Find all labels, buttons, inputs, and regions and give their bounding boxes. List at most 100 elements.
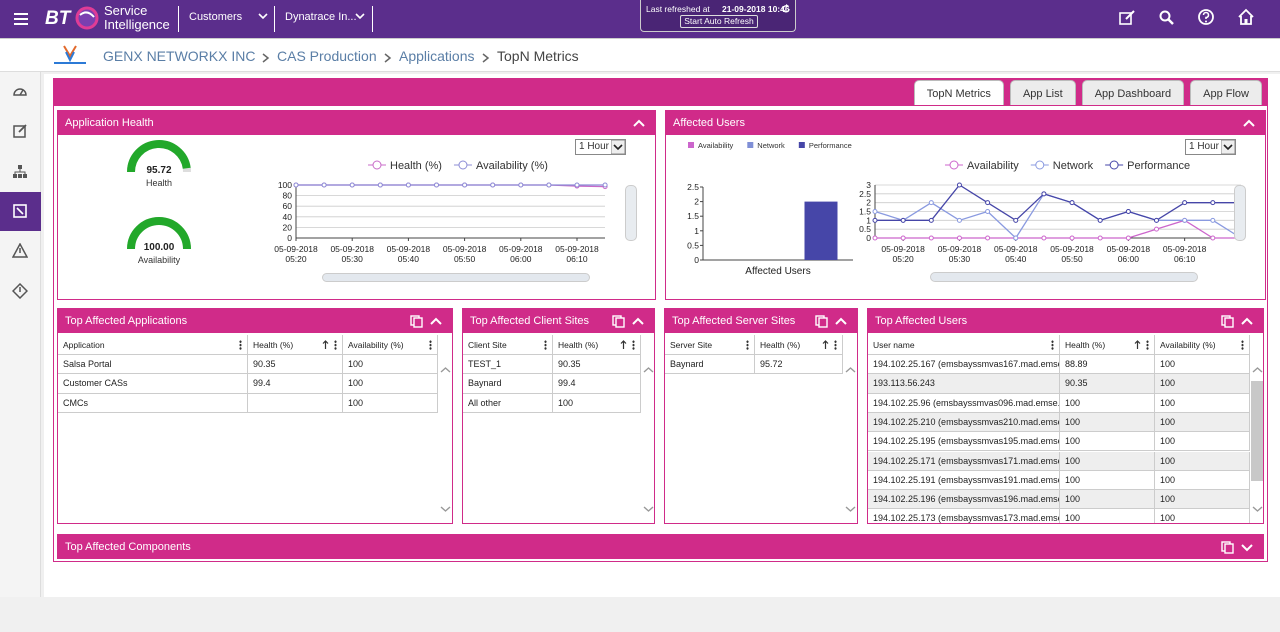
column-header[interactable]: Client Site — [463, 335, 553, 355]
scrollbar[interactable] — [641, 355, 654, 523]
column-menu[interactable] — [544, 340, 547, 350]
scroll-arrows[interactable] — [843, 355, 858, 523]
chart-scroller[interactable] — [625, 185, 637, 241]
topology-icon[interactable] — [12, 163, 28, 179]
copy-icon — [818, 317, 828, 328]
x-tick-label: 05-09-2018 06:10 — [1162, 244, 1207, 264]
tab[interactable]: App Flow — [1190, 80, 1262, 105]
table-cell: 100 — [553, 393, 641, 413]
chevron — [482, 53, 490, 63]
column-menu[interactable] — [746, 340, 749, 350]
column-header[interactable]: User name — [868, 335, 1060, 355]
copy-icon — [413, 317, 423, 328]
product-name: Service — [104, 3, 148, 18]
scrollbar[interactable] — [843, 355, 857, 523]
panel-icons[interactable] — [815, 315, 849, 328]
column-title: Health (%) — [558, 340, 599, 350]
column-menu[interactable] — [632, 340, 635, 350]
breadcrumb-bar — [0, 38, 1280, 72]
column-header[interactable]: Server Site — [665, 335, 755, 355]
panel-title: Top Affected Components — [58, 535, 1263, 558]
breadcrumb-item[interactable]: GENX NETWORKX INC — [103, 48, 256, 64]
column-menu[interactable] — [1241, 340, 1244, 350]
sort-icon[interactable] — [822, 340, 829, 350]
sort-icon[interactable] — [1134, 340, 1141, 350]
help-icon[interactable] — [1197, 8, 1215, 26]
scroll-down — [1252, 506, 1263, 512]
column-header[interactable]: Availability (%) — [343, 335, 438, 355]
table-cell: 90.35 — [248, 355, 343, 375]
column-title: Health (%) — [253, 340, 294, 350]
scroll-up — [643, 367, 654, 373]
scroll-arrows[interactable] — [641, 355, 655, 523]
column-header[interactable]: Health (%) — [1060, 335, 1155, 355]
table-panel: Top Affected Applications Application Sals… — [57, 308, 453, 524]
column-header[interactable]: Availability (%) — [1155, 335, 1250, 355]
panel-icons[interactable] — [1221, 315, 1255, 328]
menu-icon[interactable] — [14, 12, 30, 26]
time-range-select[interactable]: 1 Hour — [1185, 139, 1236, 155]
edit-icon[interactable] — [1118, 9, 1136, 27]
time-range-select[interactable]: 1 Hour — [575, 139, 626, 155]
dropdown-arrow[interactable] — [354, 11, 366, 21]
diamond-icon[interactable] — [12, 283, 28, 299]
column-menu[interactable] — [1146, 340, 1149, 350]
column-menu[interactable] — [239, 340, 242, 350]
application-health-panel: Application Health — [57, 110, 656, 300]
customer-menu[interactable]: Customers — [189, 11, 243, 23]
chart-navigator[interactable] — [930, 272, 1198, 282]
table-cell: 194.102.25.210 (emsbayssmvas210.mad.emse — [868, 412, 1060, 433]
column-menu[interactable] — [334, 340, 337, 350]
breadcrumb-item[interactable]: Applications — [399, 48, 475, 64]
table-cell: 194.102.25.96 (emsbayssmvas096.mad.emse.… — [868, 393, 1060, 413]
collapse-icon[interactable] — [1243, 118, 1255, 128]
auto-refresh-button[interactable]: Start Auto Refresh — [680, 15, 758, 28]
panel-title: Application Health — [58, 111, 655, 135]
tab[interactable]: App Dashboard — [1081, 80, 1185, 105]
refresh-time: 21-09-2018 10:46 — [722, 4, 790, 14]
breadcrumb-item[interactable]: CAS Production — [277, 48, 377, 64]
metrics-icon[interactable] — [12, 203, 28, 219]
collapse-icon[interactable] — [633, 118, 645, 128]
scroll-arrows[interactable] — [438, 355, 453, 523]
column-title: Availability (%) — [1160, 340, 1216, 350]
edit-icon[interactable] — [12, 123, 28, 139]
column-header[interactable]: Health (%) — [755, 335, 843, 355]
home-icon[interactable] — [1237, 8, 1255, 26]
panel-icons[interactable] — [1221, 541, 1255, 554]
panel-title: Top Affected Client Sites — [463, 309, 654, 333]
column-header[interactable]: Application — [58, 335, 248, 355]
chart-navigator[interactable] — [322, 273, 590, 282]
chart-scroller[interactable] — [1234, 185, 1246, 241]
column-header[interactable]: Health (%) — [553, 335, 641, 355]
sort-icon[interactable] — [620, 340, 627, 350]
app-menu[interactable]: Dynatrace In... — [285, 11, 357, 23]
search-icon[interactable] — [1158, 9, 1176, 27]
sort-arrow — [322, 340, 329, 349]
separator — [372, 6, 373, 32]
panel-icons[interactable] — [612, 315, 646, 328]
dropdown-arrow[interactable] — [257, 11, 269, 21]
x-tick-label: 05-09-2018 05:50 — [1050, 244, 1094, 264]
scrollbar[interactable] — [1250, 355, 1263, 523]
table-cell: 100 — [1060, 432, 1155, 452]
column-menu[interactable] — [1051, 340, 1054, 350]
customer-logo — [54, 45, 86, 64]
table-cell: 194.102.25.167 (emsbayssmvas167.mad.emse — [868, 355, 1060, 375]
scrollbar[interactable] — [438, 355, 452, 523]
tab[interactable]: TopN Metrics — [913, 80, 1004, 105]
table-cell: 95.72 — [755, 355, 843, 375]
column-header[interactable]: Health (%) — [248, 335, 343, 355]
panel-icons[interactable] — [410, 315, 444, 328]
column-menu[interactable] — [834, 340, 837, 350]
collapse-icon — [430, 317, 442, 325]
dashboard-icon[interactable] — [12, 84, 28, 100]
refresh-icon[interactable] — [781, 4, 791, 14]
table-cell — [248, 393, 343, 413]
scroll-arrows[interactable] — [1250, 355, 1264, 523]
tab[interactable]: App List — [1009, 80, 1076, 105]
table-cell: TEST_1 — [463, 355, 553, 375]
column-menu[interactable] — [429, 340, 432, 350]
sort-icon[interactable] — [322, 340, 329, 350]
alert-icon[interactable] — [12, 243, 28, 259]
